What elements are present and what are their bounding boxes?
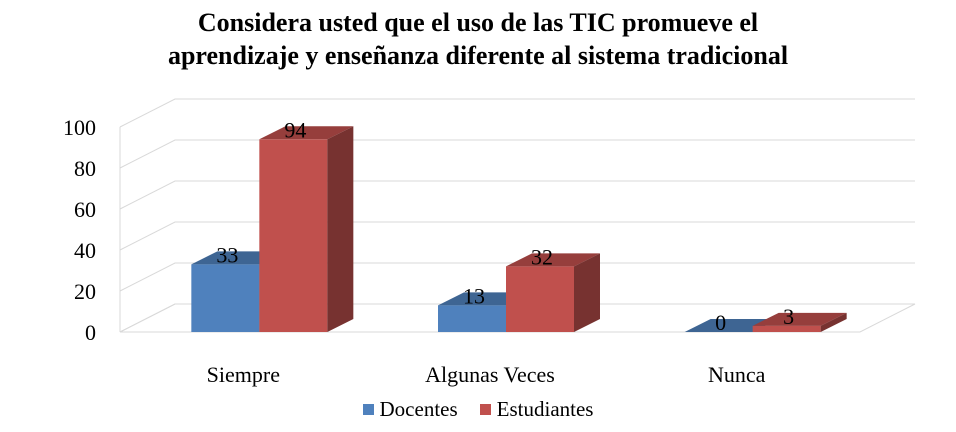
legend-swatch-estudiantes xyxy=(479,404,491,415)
y-tick-label: 100 xyxy=(63,115,96,140)
bar-front xyxy=(191,264,260,332)
chart-gridlines xyxy=(119,98,915,333)
legend-label-estudiantes: Estudiantes xyxy=(496,397,594,421)
bar-estudiantes-nunca xyxy=(752,312,847,332)
y-axis-tick-labels: 0 20 40 60 80 100 xyxy=(63,115,96,345)
legend-item-docentes: Docentes xyxy=(362,397,458,422)
bar-front xyxy=(438,305,506,332)
data-label: 13 xyxy=(463,283,485,308)
legend-item-estudiantes: Estudiantes xyxy=(479,397,594,422)
bar-top xyxy=(506,253,600,267)
gridline xyxy=(119,180,915,210)
data-label: 33 xyxy=(216,242,238,267)
y-tick-label: 20 xyxy=(74,279,96,304)
bar-estudiantes-siempre xyxy=(259,126,354,332)
data-label: 32 xyxy=(531,244,553,269)
chart-title-line-1: Considera usted que el uso de las TIC pr… xyxy=(197,8,759,37)
chart-bars xyxy=(191,126,847,332)
legend-label-docentes: Docentes xyxy=(379,397,458,421)
y-tick-label: 60 xyxy=(74,197,96,222)
chart-legend: Docentes Estudiantes xyxy=(0,397,956,422)
data-label: 0 xyxy=(715,310,726,335)
chart-title-line-2: aprendizaje y enseñanza diferente al sis… xyxy=(167,41,789,70)
bar-side xyxy=(327,126,354,332)
data-label: 3 xyxy=(783,304,794,329)
bar-side xyxy=(820,312,847,332)
bar-front xyxy=(259,139,328,332)
y-tick-label: 80 xyxy=(74,156,96,181)
x-tick-label: Nunca xyxy=(708,362,766,387)
gridline xyxy=(119,221,915,251)
chart-title: Considera usted que el uso de las TIC pr… xyxy=(0,6,956,72)
data-label: 94 xyxy=(284,117,306,142)
gridline xyxy=(119,303,915,333)
bar-front xyxy=(752,325,821,332)
gridline xyxy=(119,98,915,128)
gridline xyxy=(119,262,915,292)
data-labels: 33 94 13 32 0 3 xyxy=(216,117,794,335)
y-tick-label: 0 xyxy=(85,320,96,345)
x-tick-label: Algunas Veces xyxy=(425,362,555,387)
bar-top xyxy=(752,312,847,326)
y-tick-label: 40 xyxy=(74,238,96,263)
legend-swatch-docentes xyxy=(362,404,374,415)
gridline xyxy=(119,139,915,169)
x-tick-label: Siempre xyxy=(207,362,280,387)
bar-front xyxy=(506,266,574,332)
x-axis-category-labels: Siempre Algunas Veces Nunca xyxy=(207,362,766,387)
bar-estudiantes-algunas-veces xyxy=(506,253,600,332)
bar-side xyxy=(574,253,600,332)
bar-top xyxy=(259,126,354,140)
